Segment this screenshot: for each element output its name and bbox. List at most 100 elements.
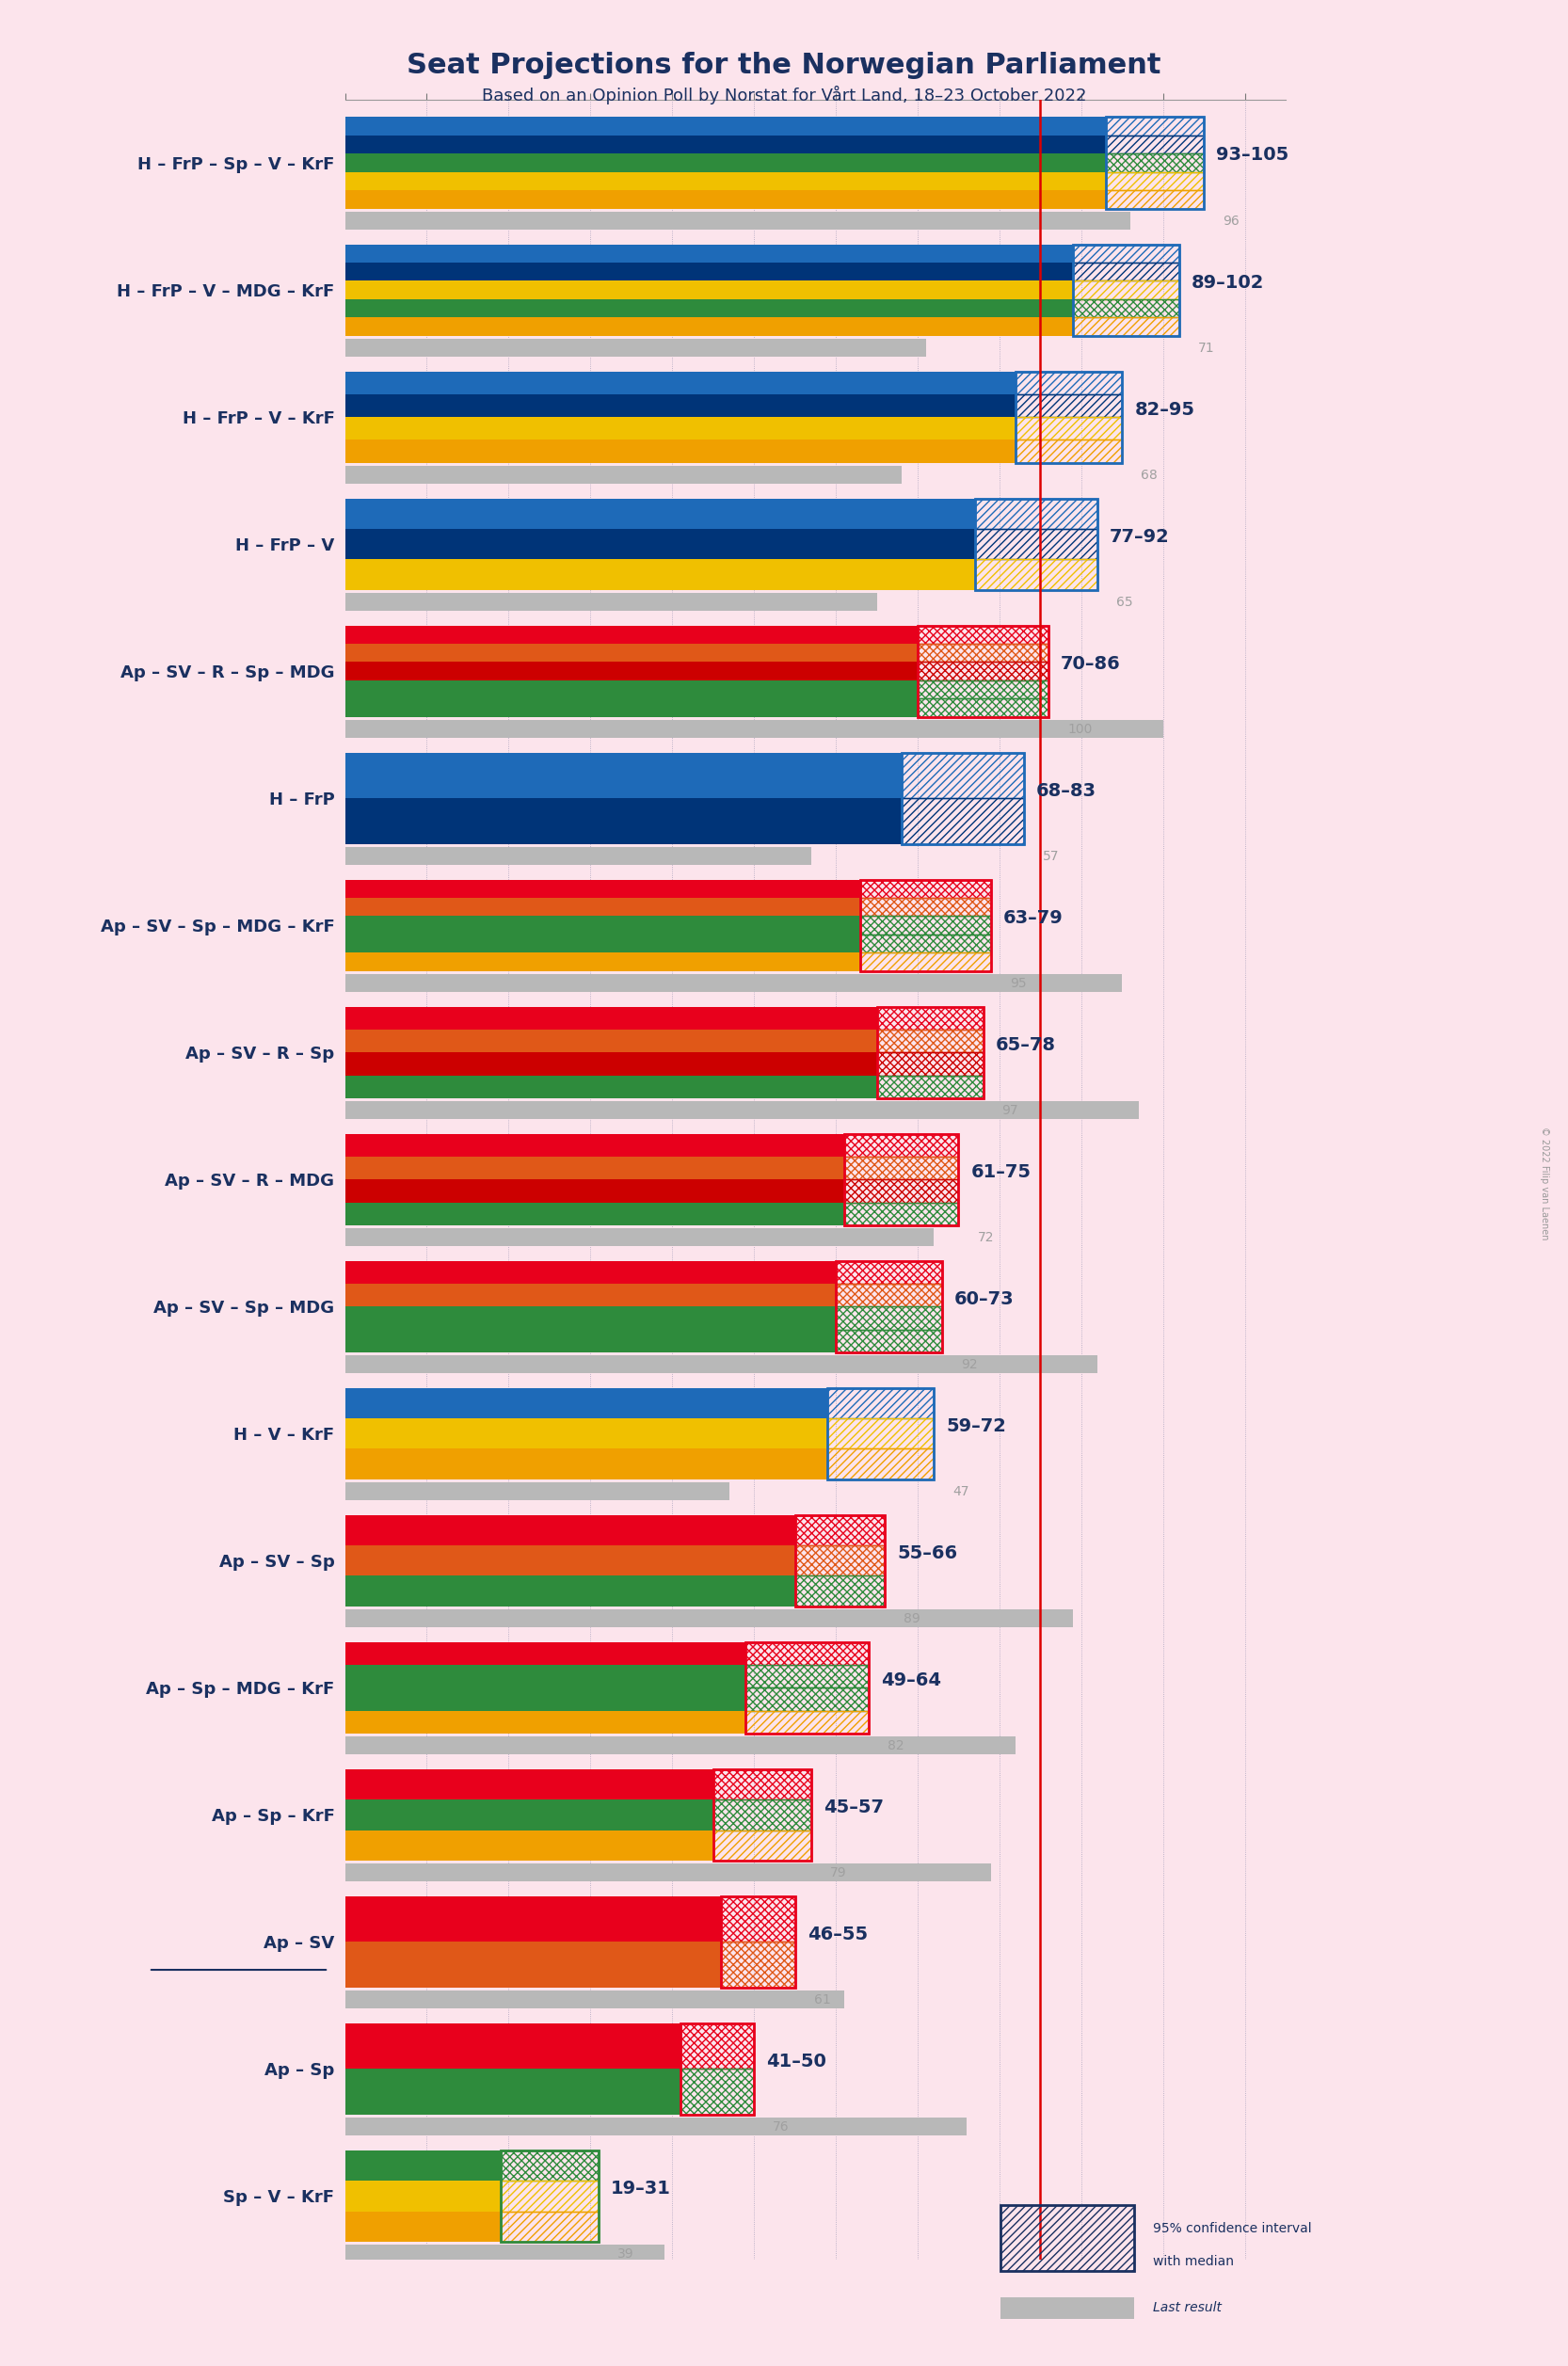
Bar [345, 173, 1105, 189]
Bar [345, 263, 1073, 282]
Bar [795, 1514, 884, 1607]
Bar [844, 1178, 958, 1202]
Text: 96: 96 [1223, 215, 1239, 227]
Bar [345, 2181, 500, 2212]
Text: 77–92: 77–92 [1110, 528, 1170, 547]
Bar [500, 2212, 599, 2241]
Bar [345, 719, 1163, 738]
Bar [681, 2023, 754, 2115]
Bar [795, 1514, 884, 1545]
Bar [345, 1666, 746, 1687]
Bar [345, 118, 1105, 135]
Bar [844, 1157, 958, 1178]
Bar [345, 282, 1073, 298]
Text: 89: 89 [903, 1611, 920, 1625]
Bar [746, 1642, 869, 1666]
Text: 79: 79 [829, 1867, 847, 1879]
Bar [1016, 395, 1123, 416]
Bar [345, 1074, 877, 1098]
Text: 93–105: 93–105 [1217, 147, 1289, 163]
Bar [345, 395, 1016, 416]
Bar [345, 1990, 844, 2009]
Bar [345, 154, 1105, 173]
Bar [877, 1006, 983, 1029]
Bar [345, 2151, 500, 2181]
Bar [836, 1261, 942, 1285]
Bar [917, 681, 1049, 698]
Bar [975, 499, 1098, 530]
Bar [345, 1642, 746, 1666]
Text: 82: 82 [887, 1739, 903, 1753]
Text: 19–31: 19–31 [612, 2179, 671, 2198]
Bar [345, 625, 917, 644]
Bar [828, 1389, 935, 1479]
Bar [345, 1801, 713, 1829]
Bar [345, 847, 811, 866]
Bar [836, 1261, 942, 1353]
Bar [861, 897, 991, 916]
Text: 68: 68 [1142, 468, 1157, 480]
Bar [345, 662, 917, 681]
Text: Seat Projections for the Norwegian Parliament: Seat Projections for the Norwegian Parli… [406, 52, 1162, 80]
Bar [345, 558, 975, 589]
Bar [345, 317, 1073, 336]
Text: 47: 47 [953, 1486, 969, 1498]
Bar [746, 1711, 869, 1734]
Bar [345, 298, 1073, 317]
Text: © 2022 Filip van Laenen: © 2022 Filip van Laenen [1540, 1126, 1549, 1240]
Text: 65–78: 65–78 [996, 1036, 1055, 1053]
Text: 95: 95 [1010, 977, 1027, 989]
Text: 89–102: 89–102 [1192, 274, 1264, 291]
Bar [877, 1029, 983, 1053]
Bar [861, 880, 991, 970]
Bar [345, 1942, 721, 1987]
Bar [1105, 135, 1204, 154]
Bar [345, 1770, 713, 1801]
Bar [345, 440, 1016, 464]
Bar [345, 1178, 844, 1202]
Bar [345, 2212, 500, 2241]
Bar [345, 1228, 935, 1247]
Bar [345, 416, 1016, 440]
Bar [681, 2068, 754, 2115]
Bar [345, 594, 877, 610]
Bar [1105, 118, 1204, 135]
Bar [877, 1053, 983, 1074]
Bar [345, 466, 902, 483]
Text: with median: with median [1152, 2255, 1234, 2269]
Text: 70–86: 70–86 [1062, 655, 1121, 672]
Bar [345, 189, 1105, 208]
Bar [836, 1306, 942, 1330]
Bar [345, 499, 975, 530]
Bar [345, 935, 861, 953]
Bar [917, 698, 1049, 717]
Bar [877, 1074, 983, 1098]
Bar [345, 1514, 795, 1545]
Bar [345, 1711, 746, 1734]
Bar [345, 1609, 1073, 1628]
Bar [500, 2181, 599, 2212]
Bar [721, 1942, 795, 1987]
Text: 49–64: 49–64 [881, 1670, 941, 1689]
Bar [721, 1895, 795, 1987]
Text: 55–66: 55–66 [897, 1545, 958, 1562]
Bar [902, 797, 1024, 845]
Text: 95% confidence interval: 95% confidence interval [1152, 2222, 1311, 2236]
Bar [345, 1330, 836, 1353]
Bar [345, 1829, 713, 1860]
Bar [500, 2151, 599, 2241]
Bar [345, 338, 925, 357]
Bar [1105, 189, 1204, 208]
Bar [975, 558, 1098, 589]
Bar [345, 1053, 877, 1074]
Bar [345, 1285, 836, 1306]
Bar [345, 1448, 828, 1479]
Bar [1016, 371, 1123, 395]
Bar [500, 2151, 599, 2181]
Bar [345, 2118, 967, 2136]
Bar [345, 371, 1016, 395]
Bar [345, 1389, 828, 1417]
Bar [746, 1687, 869, 1711]
Text: 82–95: 82–95 [1134, 400, 1195, 419]
Bar [1073, 244, 1179, 263]
